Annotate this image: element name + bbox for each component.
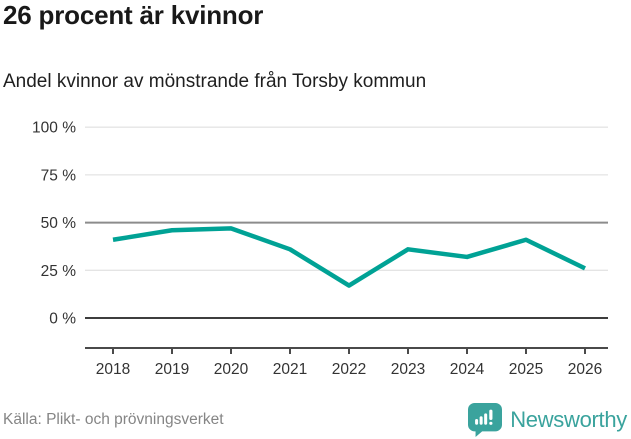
x-axis-label-2022: 2022 — [332, 361, 366, 378]
chart-subtitle: Andel kvinnor av mönstrande från Torsby … — [3, 71, 427, 92]
x-axis-label-2025: 2025 — [509, 361, 543, 378]
y-axis-label-0: 0 % — [49, 311, 76, 328]
y-axis-label-100: 100 % — [32, 120, 76, 137]
source-text: Källa: Plikt- och prövningsverket — [3, 411, 224, 428]
newsworthy-logo: Newsworthy — [468, 402, 627, 438]
x-axis-label-2023: 2023 — [391, 361, 425, 378]
y-axis-label-50: 50 % — [41, 215, 77, 232]
x-axis-label-2019: 2019 — [155, 361, 189, 378]
x-axis-label-2024: 2024 — [450, 361, 485, 378]
brand-name: Newsworthy — [510, 407, 627, 432]
x-axis-label-2020: 2020 — [214, 361, 249, 378]
y-axis-label-25: 25 % — [41, 263, 77, 280]
x-axis-label-2026: 2026 — [568, 361, 602, 378]
chart-area: 100 % 75 % 50 % 25 % 0 % 2018 2019 2020 2021 2022… — [0, 110, 631, 405]
x-axis-label-2021: 2021 — [273, 361, 307, 378]
page-title: 26 procent är kvinnor — [3, 0, 264, 30]
trend-line — [112, 226, 586, 288]
newsworthy-icon — [468, 403, 503, 437]
exclamation-dot — [489, 421, 493, 425]
bar-chart-glyph — [475, 409, 493, 425]
y-axis-label-75: 75 % — [41, 167, 77, 184]
line-chart: 100 % 75 % 50 % 25 % 0 % 2018 2019 2020 2021 2022… — [32, 120, 608, 378]
x-axis-label-2018: 2018 — [96, 361, 130, 378]
exclamation-bar — [489, 409, 493, 420]
